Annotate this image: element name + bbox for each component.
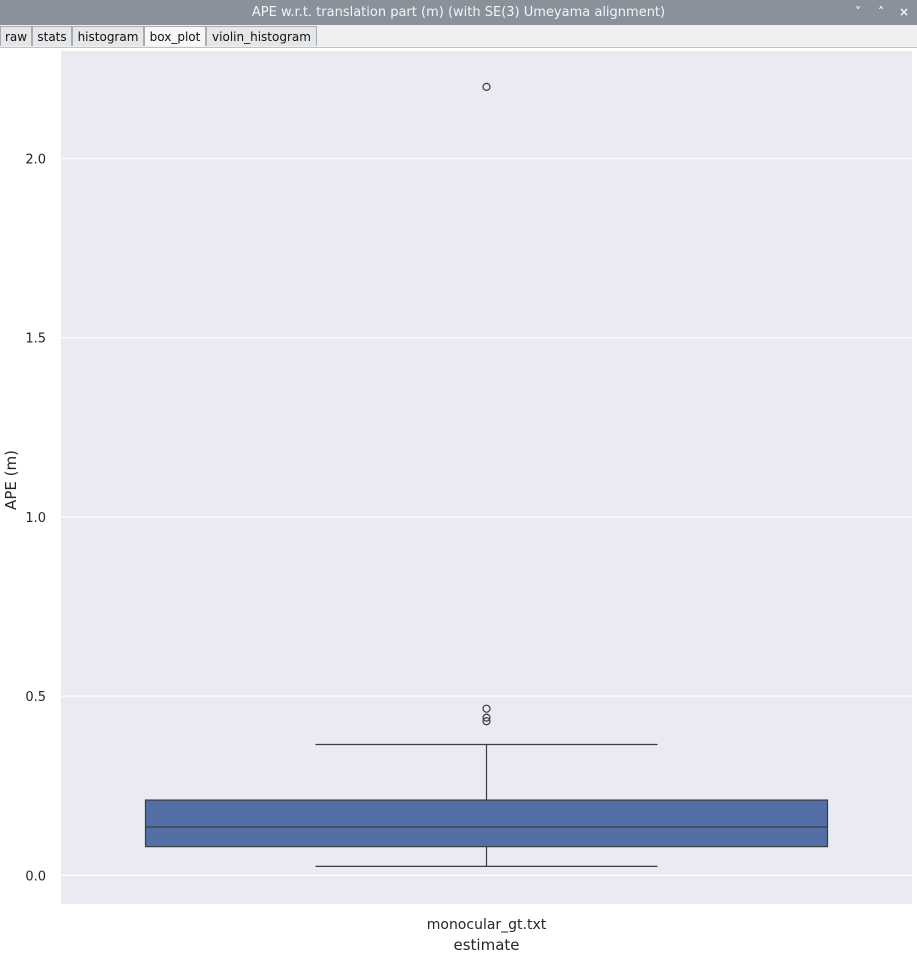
iqr-box: [144, 799, 829, 848]
y-axis-label: APE (m): [2, 450, 20, 510]
y-tick-label: 0.0: [25, 869, 46, 884]
y-tick-label: 0.5: [25, 690, 46, 705]
grid-lines: [61, 157, 912, 876]
x-axis-label: estimate: [453, 936, 519, 954]
tab-stats[interactable]: stats: [32, 26, 72, 46]
y-tick-label: 2.0: [25, 153, 46, 168]
maximize-button[interactable]: ˄: [878, 5, 884, 19]
x-category-label: monocular_gt.txt: [427, 917, 547, 933]
minimize-button[interactable]: ˅: [855, 5, 861, 19]
tab-raw[interactable]: raw: [0, 26, 32, 46]
y-tick-label: 1.5: [25, 332, 46, 347]
outlier-point: [482, 713, 491, 722]
box-plot-series: [144, 82, 829, 867]
window-title: APE w.r.t. translation part (m) (with SE…: [251, 5, 666, 20]
outlier-point: [482, 717, 491, 726]
tab-box-plot[interactable]: box_plot: [144, 26, 206, 46]
close-button[interactable]: ×: [898, 5, 910, 19]
tab-bar: raw stats histogram box_plot violin_hist…: [0, 25, 917, 48]
outlier-point: [482, 82, 491, 91]
box-plot-chart: 0.0 0.5 1.0 1.5 2.0 monocular_gt.txt estimat…: [2, 51, 912, 954]
tab-violin-histogram[interactable]: violin_histogram: [206, 26, 317, 46]
outlier-point: [482, 704, 491, 713]
y-tick-labels: 0.0 0.5 1.0 1.5 2.0: [25, 153, 46, 885]
y-tick-label: 1.0: [25, 511, 46, 526]
tab-histogram[interactable]: histogram: [72, 26, 144, 46]
window-titlebar: APE w.r.t. translation part (m) (with SE…: [0, 0, 917, 25]
